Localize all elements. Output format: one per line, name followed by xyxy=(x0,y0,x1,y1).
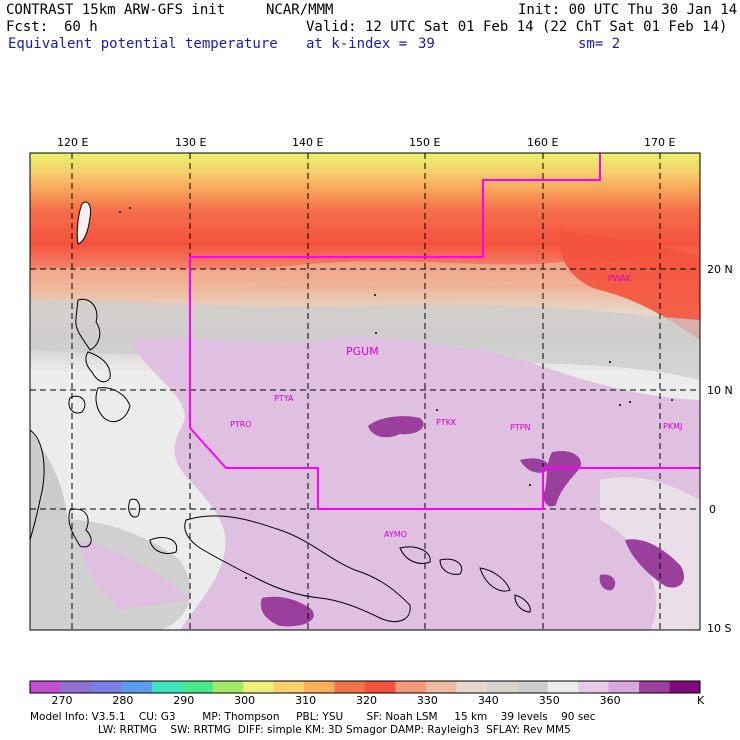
colorbar-swatch xyxy=(273,681,305,693)
colorbar-tick-label: 310 xyxy=(295,694,317,707)
colorbar xyxy=(29,680,701,694)
fcst-label: Fcst: xyxy=(6,19,49,35)
colorbar-swatch xyxy=(517,681,549,693)
smoothing-label: sm= 2 xyxy=(578,36,621,52)
domain-boundary xyxy=(189,153,700,510)
field-shading xyxy=(30,153,700,630)
lat-label-20n: 20 N xyxy=(707,263,733,276)
colorbar-swatch xyxy=(639,681,671,693)
colorbar-swatch xyxy=(608,681,640,693)
colorbar-frame xyxy=(29,680,701,694)
lat-label-10n: 10 N xyxy=(707,384,733,397)
colorbar-swatch xyxy=(486,681,518,693)
station-pwak: PWAK xyxy=(608,274,632,283)
colorbar-swatch xyxy=(304,681,336,693)
lon-label-130e: 130 E xyxy=(175,136,207,149)
colorbar-tick-label: 270 xyxy=(51,694,73,707)
colorbar-swatch xyxy=(578,681,610,693)
field-name: Equivalent potential temperature xyxy=(8,36,278,52)
colorbar-swatch xyxy=(121,681,153,693)
colorbar-swatch xyxy=(425,681,457,693)
station-ptro: PTRO xyxy=(230,420,252,429)
colorbar-tick-label: 320 xyxy=(356,694,377,707)
station-aymo: AYMO xyxy=(384,530,407,539)
colorbar-tick-label: 360 xyxy=(599,694,621,707)
model-title: CONTRAST 15km ARW-GFS init xyxy=(6,2,226,18)
fcst-value: 60 h xyxy=(64,19,98,35)
colorbar-swatch xyxy=(60,681,92,693)
init-time: Init: 00 UTC Thu 30 Jan 14 xyxy=(518,2,738,18)
station-pkmj: PKMJ xyxy=(663,422,682,431)
colorbar-swatch xyxy=(669,681,701,693)
model-info-line2: LW: RRTMG SW: RRTMG DIFF: simple KM: 3D … xyxy=(98,724,571,736)
valid-time: Valid: 12 UTC Sat 01 Feb 14 (22 ChT Sat … xyxy=(306,19,728,35)
station-ptpn: PTPN xyxy=(510,423,531,432)
station-ptkk: PTKK xyxy=(436,418,457,427)
station-labels: PGUM PTYA PTRO PTKK PTPN PKMJ PWAK AYMO xyxy=(230,274,682,539)
colorbar-tick-label: 330 xyxy=(416,694,438,707)
station-pgum: PGUM xyxy=(346,345,379,358)
colorbar-swatch xyxy=(182,681,214,693)
lon-label-160e: 160 E xyxy=(527,136,559,149)
station-ptya: PTYA xyxy=(274,394,294,403)
colorbar-tick-label: 300 xyxy=(234,694,256,707)
level-value: 39 xyxy=(418,36,435,52)
colorbar-tick-label: 280 xyxy=(112,694,134,707)
colorbar-swatch xyxy=(243,681,275,693)
lon-label-150e: 150 E xyxy=(409,136,441,149)
level-label: at k-index = xyxy=(306,36,408,52)
lon-label-170e: 170 E xyxy=(644,136,676,149)
lon-label-140e: 140 E xyxy=(292,136,324,149)
colorbar-tick-label: 340 xyxy=(477,694,499,707)
colorbar-swatch xyxy=(151,681,183,693)
lon-label-120e: 120 E xyxy=(57,136,89,149)
colorbar-tick-label: 290 xyxy=(173,694,195,707)
lat-label-10s: 10 S xyxy=(707,622,732,635)
colorbar-tick-label: 350 xyxy=(538,694,560,707)
colorbar-swatch xyxy=(365,681,396,693)
colorbar-swatch xyxy=(90,681,122,693)
colorbar-swatch xyxy=(547,681,579,693)
colorbar-swatch xyxy=(395,681,427,693)
org-label: NCAR/MMM xyxy=(266,2,334,18)
colorbar-swatch xyxy=(334,681,366,693)
colorbar-swatch xyxy=(30,681,61,693)
colorbar-unit: K xyxy=(697,694,705,707)
colorbar-swatch xyxy=(456,681,488,693)
lat-label-0: 0 xyxy=(709,503,716,516)
model-info-line1: Model Info: V3.5.1 CU: G3 MP: Thompson P… xyxy=(30,711,596,723)
colorbar-swatch xyxy=(212,681,244,693)
map-frame xyxy=(29,152,701,631)
